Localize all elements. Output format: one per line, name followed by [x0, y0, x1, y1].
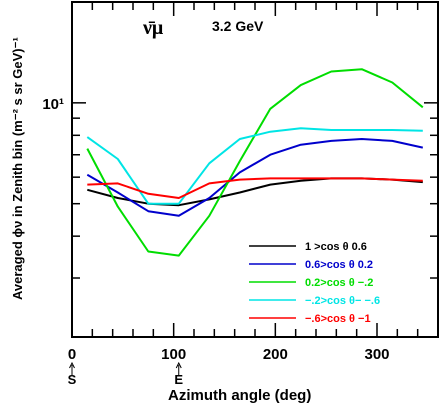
- series-line-2: [86, 138, 424, 217]
- chart-title: 3.2 GeV: [212, 18, 264, 34]
- legend-label: 1 >cos θ 0.6: [305, 241, 367, 253]
- x-tick-label: 100: [161, 346, 186, 363]
- marker-label: S: [68, 372, 77, 387]
- x-axis-ticks: [71, 2, 439, 337]
- particle-label: ν̄μ: [142, 17, 164, 39]
- x-tick-label: 0: [68, 346, 76, 363]
- series-lines: [86, 68, 424, 257]
- x-tick-labels: 0 100 200 300: [68, 346, 390, 363]
- plot-frame: [71, 1, 439, 338]
- y-tick-labels: 10¹: [42, 96, 64, 113]
- y-tick-label: 10¹: [42, 96, 64, 113]
- legend: 1 >cos θ 0.6 0.6>cos θ 0.2 0.2>cos θ −.2 −.…: [249, 241, 380, 325]
- marker-arrow-head: [175, 361, 182, 369]
- legend-label: −.6>cos θ −1: [305, 313, 371, 325]
- legend-label: 0.2>cos θ −.2: [305, 277, 373, 289]
- series-line-1: [87, 177, 423, 207]
- legend-label: −.2>cos θ− −.6: [305, 295, 380, 307]
- y-axis-ticks: [72, 1, 438, 338]
- x-axis-label: Azimuth angle (deg): [168, 387, 311, 404]
- marker-label: E: [174, 372, 183, 387]
- legend-label: 0.6>cos θ 0.2: [305, 259, 373, 271]
- y-axis-label: Averaged ϕν in Zenith bin (m⁻² s sr GeV)…: [10, 37, 25, 300]
- x-tick-label: 200: [263, 346, 288, 363]
- series-line-5: [87, 177, 423, 199]
- x-tick-label: 300: [364, 346, 389, 363]
- marker-arrow-head: [69, 361, 75, 369]
- series-line-4: [86, 127, 423, 205]
